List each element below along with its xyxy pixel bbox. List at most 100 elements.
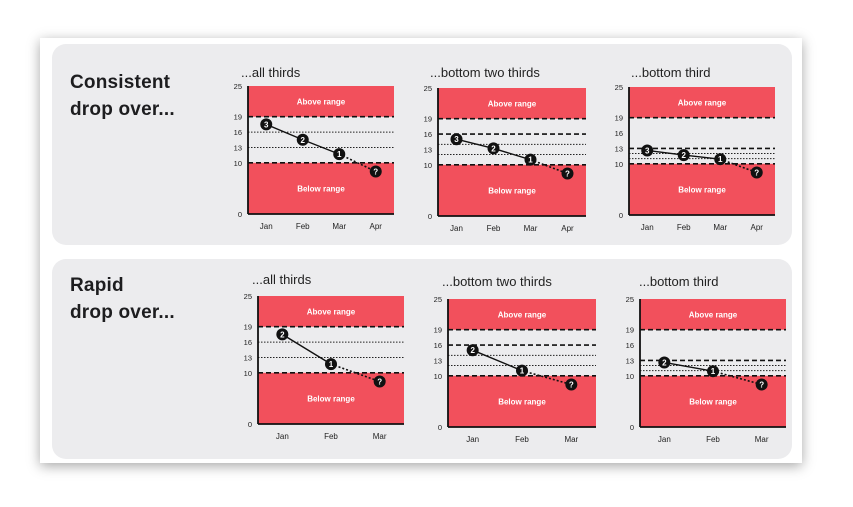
trend-segment	[647, 149, 684, 156]
chart-consistent-bottom-two-thirds: ...bottom two thirds Above range Below ra…	[416, 62, 594, 242]
y-tick-label: 16	[615, 129, 623, 138]
y-tick-label: 19	[615, 114, 623, 123]
projected-segment	[712, 370, 762, 386]
row-title-rapid: Rapid drop over...	[70, 275, 175, 323]
data-point-marker	[296, 133, 309, 146]
below-range-band	[248, 162, 394, 214]
x-tick-label: Mar	[524, 224, 538, 233]
data-point-marker	[450, 133, 463, 146]
trend-segment	[664, 361, 714, 372]
chart-subtitle: ...bottom two thirds	[442, 274, 552, 289]
x-tick-label: Jan	[466, 435, 479, 444]
chart-rapid-all-thirds: ...all thirds Above range Below range 0 10 1…	[236, 269, 412, 454]
y-tick-label: 19	[234, 113, 242, 122]
data-point-label: ?	[377, 378, 382, 387]
y-tick-label: 16	[234, 128, 242, 137]
above-range-label: Above range	[307, 307, 356, 316]
y-tick-label: 13	[424, 145, 432, 154]
above-range-band	[640, 299, 786, 330]
trend-segment	[456, 138, 494, 150]
y-tick-label: 13	[234, 143, 242, 152]
data-point-marker	[561, 167, 574, 180]
y-tick-label: 19	[626, 326, 634, 335]
data-point-marker	[333, 148, 346, 161]
below-range-label: Below range	[297, 184, 345, 193]
data-point-marker	[750, 166, 763, 179]
data-point-label: 2	[491, 144, 496, 153]
y-tick-label: 13	[244, 353, 252, 362]
chart-subtitle: ...all thirds	[241, 65, 301, 80]
data-point-marker	[487, 142, 500, 155]
trend-segment	[302, 139, 340, 155]
y-tick-label: 0	[248, 420, 252, 429]
data-point-marker	[466, 344, 479, 357]
data-point-marker	[276, 328, 289, 341]
x-tick-label: Mar	[564, 435, 578, 444]
data-point-label: 1	[520, 367, 525, 376]
data-point-label: ?	[754, 169, 759, 178]
data-point-label: ?	[565, 170, 570, 179]
data-point-label: 2	[301, 136, 306, 145]
data-point-label: 3	[645, 146, 650, 155]
y-tick-label: 0	[438, 423, 442, 432]
above-range-band	[448, 299, 596, 330]
chart-subtitle: ...all thirds	[252, 272, 312, 287]
data-point-label: ?	[569, 381, 574, 390]
data-point-marker	[641, 144, 654, 157]
panel-consistent-drop: Consistent drop over... ...all thirds Ab…	[52, 44, 792, 245]
projected-segment	[338, 153, 377, 173]
x-tick-label: Apr	[561, 224, 574, 233]
below-range-band	[629, 163, 775, 215]
x-tick-label: Jan	[450, 224, 463, 233]
above-range-band	[438, 88, 586, 119]
y-tick-label: 0	[619, 211, 623, 220]
y-tick-label: 0	[428, 212, 432, 221]
y-tick-label: 16	[244, 338, 252, 347]
y-tick-label: 19	[434, 326, 442, 335]
chart-subtitle: ...bottom two thirds	[430, 65, 540, 80]
chart-rapid-bottom-two-thirds: ...bottom two thirds Above range Below ra…	[426, 269, 604, 454]
x-tick-label: Feb	[296, 222, 310, 231]
y-tick-label: 19	[424, 115, 432, 124]
above-range-label: Above range	[678, 98, 727, 107]
y-tick-label: 0	[630, 423, 634, 432]
above-range-label: Above range	[498, 310, 547, 319]
data-point-marker	[714, 153, 727, 166]
data-point-marker	[677, 149, 690, 162]
above-range-band	[258, 296, 404, 327]
trend-segment	[493, 147, 531, 161]
data-point-marker	[707, 365, 719, 378]
y-tick-label: 10	[626, 372, 634, 381]
chart-rapid-bottom-third: ...bottom third Above range Below range 0 1…	[618, 269, 794, 454]
above-range-band	[248, 86, 394, 117]
y-tick-label: 13	[434, 356, 442, 365]
x-tick-label: Apr	[370, 222, 383, 231]
data-point-label: ?	[759, 381, 764, 390]
chart-consistent-bottom-third: ...bottom third Above range Below range 0 1…	[607, 62, 783, 242]
y-tick-label: 25	[434, 295, 442, 304]
y-tick-label: 13	[615, 144, 623, 153]
data-point-label: 2	[280, 330, 285, 339]
x-tick-label: Mar	[373, 432, 387, 441]
y-tick-label: 16	[626, 341, 634, 350]
y-tick-label: 25	[234, 82, 242, 91]
x-tick-label: Mar	[755, 435, 769, 444]
data-point-marker	[755, 378, 768, 391]
x-tick-label: Feb	[487, 224, 501, 233]
below-range-label: Below range	[498, 397, 546, 406]
panel-rapid-drop: Rapid drop over... ...all thirds Above r…	[52, 259, 792, 459]
data-point-label: 3	[264, 120, 269, 129]
projected-segment	[719, 158, 758, 174]
below-range-label: Below range	[307, 394, 355, 403]
below-range-label: Below range	[488, 186, 536, 195]
data-point-marker	[373, 375, 386, 388]
x-tick-label: Feb	[706, 435, 720, 444]
below-range-label: Below range	[689, 397, 737, 406]
projected-segment	[521, 369, 572, 386]
trend-segment	[281, 333, 332, 365]
